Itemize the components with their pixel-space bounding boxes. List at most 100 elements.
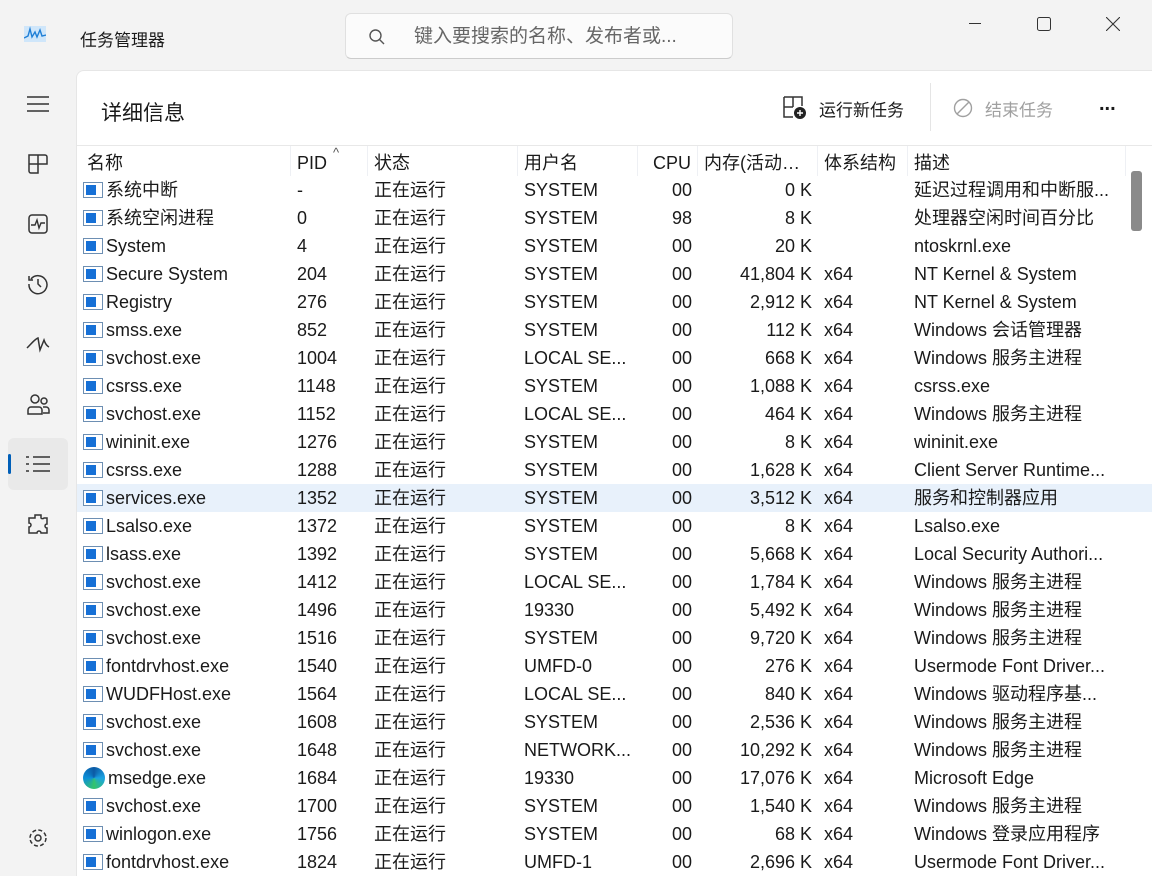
sidebar-item-services[interactable]: [8, 498, 68, 550]
process-icon: [83, 350, 103, 366]
cell-text: System: [106, 236, 167, 256]
table-row[interactable]: lsass.exe 1392 正在运行 SYSTEM 00 5,668 K x64 Local…: [77, 540, 1152, 568]
cell-text: Windows 服务主进程: [914, 796, 1083, 816]
table-row[interactable]: svchost.exe 1648 正在运行 NETWORK... 00 10,292 K x…: [77, 736, 1152, 764]
cell-name: svchost.exe: [81, 736, 291, 764]
column-header-memory[interactable]: 内存(活动的...: [698, 146, 818, 176]
cell-text: x64: [824, 796, 854, 816]
cell-cpu: 00: [638, 316, 698, 344]
table-row[interactable]: 系统中断 - 正在运行 SYSTEM 00 0 K 延迟过程调用和中断服...: [77, 176, 1152, 204]
sidebar-item-startup[interactable]: [8, 318, 68, 370]
cell-text: 服务和控制器应用: [914, 488, 1058, 508]
cell-memory: 5,668 K: [698, 540, 818, 568]
cell-text: csrss.exe: [106, 376, 183, 396]
table-row[interactable]: svchost.exe 1608 正在运行 SYSTEM 00 2,536 K x64 Win…: [77, 708, 1152, 736]
cell-cpu: 00: [638, 792, 698, 820]
table-row[interactable]: winlogon.exe 1756 正在运行 SYSTEM 00 68 K x64 Windo…: [77, 820, 1152, 848]
cell-desc: csrss.exe: [908, 372, 1126, 400]
cell-name: csrss.exe: [81, 456, 291, 484]
sidebar-item-app-history[interactable]: [8, 258, 68, 310]
table-row[interactable]: svchost.exe 1700 正在运行 SYSTEM 00 1,540 K x64 Win…: [77, 792, 1152, 820]
cell-text: x64: [824, 404, 854, 424]
sidebar-item-details[interactable]: [8, 438, 68, 490]
cell-text: 00: [671, 460, 692, 480]
cell-name: wininit.exe: [81, 428, 291, 456]
table-row[interactable]: System 4 正在运行 SYSTEM 00 20 K ntoskrnl.exe: [77, 232, 1152, 260]
table-row[interactable]: svchost.exe 1496 正在运行 19330 00 5,492 K x64 Wind…: [77, 596, 1152, 624]
cell-memory: 112 K: [698, 316, 818, 344]
column-header-status[interactable]: 状态: [368, 146, 518, 176]
table-row[interactable]: csrss.exe 1288 正在运行 SYSTEM 00 1,628 K x64 Clien…: [77, 456, 1152, 484]
cell-text: SYSTEM: [524, 488, 599, 508]
cell-pid: 1516: [291, 624, 368, 652]
hamburger-menu-button[interactable]: [8, 78, 68, 130]
column-header-desc[interactable]: 描述: [908, 146, 1126, 176]
cell-desc: 处理器空闲时间百分比: [908, 204, 1126, 232]
cell-user: LOCAL SE...: [518, 680, 638, 708]
cell-status: 正在运行: [368, 372, 518, 400]
cell-cpu: 00: [638, 624, 698, 652]
cell-text: 1276: [297, 432, 338, 452]
search-input[interactable]: [414, 24, 714, 50]
table-row[interactable]: svchost.exe 1412 正在运行 LOCAL SE... 00 1,784 K x…: [77, 568, 1152, 596]
table-row[interactable]: svchost.exe 1004 正在运行 LOCAL SE... 00 668 K x64…: [77, 344, 1152, 372]
sidebar-item-users[interactable]: [8, 378, 68, 430]
cell-desc: Windows 登录应用程序: [908, 820, 1126, 848]
table-row[interactable]: Registry 276 正在运行 SYSTEM 00 2,912 K x64 NT Kern…: [77, 288, 1152, 316]
cell-text: 正在运行: [374, 656, 446, 676]
cell-cpu: 00: [638, 652, 698, 680]
table-row[interactable]: wininit.exe 1276 正在运行 SYSTEM 00 8 K x64 wininit…: [77, 428, 1152, 456]
more-options-button[interactable]: ...: [1099, 89, 1116, 119]
cell-text: svchost.exe: [106, 796, 202, 816]
cell-user: SYSTEM: [518, 792, 638, 820]
cell-arch: x64: [818, 848, 908, 876]
column-header-cpu[interactable]: CPU: [638, 146, 698, 176]
cell-text: SYSTEM: [524, 208, 599, 228]
end-task-button[interactable]: 结束任务: [953, 93, 1053, 123]
cell-name: msedge.exe: [81, 764, 291, 792]
cell-memory: 10,292 K: [698, 736, 818, 764]
table-row[interactable]: fontdrvhost.exe 1824 正在运行 UMFD-1 00 2,696 K x6…: [77, 848, 1152, 876]
search-box[interactable]: [345, 13, 733, 59]
cell-cpu: 00: [638, 456, 698, 484]
cell-text: x64: [824, 684, 854, 704]
services-icon: [28, 514, 48, 534]
cell-text: svchost.exe: [106, 348, 202, 368]
column-header-name[interactable]: 名称: [81, 146, 291, 176]
table-row[interactable]: Lsalso.exe 1372 正在运行 SYSTEM 00 8 K x64 Lsalso.e…: [77, 512, 1152, 540]
table-row[interactable]: svchost.exe 1516 正在运行 SYSTEM 00 9,720 K x64 Win…: [77, 624, 1152, 652]
cell-text: x64: [824, 768, 854, 788]
cell-memory: 1,784 K: [698, 568, 818, 596]
table-row[interactable]: msedge.exe 1684 正在运行 19330 00 17,076 K x64 Micr…: [77, 764, 1152, 792]
close-button[interactable]: [1090, 10, 1136, 38]
process-icon: [83, 210, 103, 226]
table-row[interactable]: smss.exe 852 正在运行 SYSTEM 00 112 K x64 Windows 会…: [77, 316, 1152, 344]
table-row[interactable]: csrss.exe 1148 正在运行 SYSTEM 00 1,088 K x64 csrss…: [77, 372, 1152, 400]
table-row[interactable]: fontdrvhost.exe 1540 正在运行 UMFD-0 00 276 K x64 U…: [77, 652, 1152, 680]
cell-desc: Client Server Runtime...: [908, 456, 1126, 484]
table-row[interactable]: svchost.exe 1152 正在运行 LOCAL SE... 00 464 K x64…: [77, 400, 1152, 428]
sidebar-item-processes[interactable]: [8, 138, 68, 190]
sidebar-item-performance[interactable]: [8, 198, 68, 250]
column-header-user[interactable]: 用户名: [518, 146, 638, 176]
maximize-button[interactable]: [1021, 10, 1067, 38]
run-new-task-button[interactable]: 运行新任务: [783, 93, 904, 123]
vertical-scrollbar-thumb[interactable]: [1131, 171, 1142, 231]
details-icon: [26, 456, 50, 472]
cell-text: 8 K: [784, 516, 812, 536]
column-header-arch[interactable]: 体系结构: [818, 146, 908, 176]
cell-user: UMFD-1: [518, 848, 638, 876]
column-header-pid[interactable]: PID ^: [291, 146, 368, 176]
table-row[interactable]: 系统空闲进程 0 正在运行 SYSTEM 98 8 K 处理器空闲时间百分比: [77, 204, 1152, 232]
table-row[interactable]: Secure System 204 正在运行 SYSTEM 00 41,804 K x64 N…: [77, 260, 1152, 288]
table-row[interactable]: WUDFHost.exe 1564 正在运行 LOCAL SE... 00 840 K x6…: [77, 680, 1152, 708]
minimize-button[interactable]: [952, 10, 998, 38]
cell-arch: x64: [818, 288, 908, 316]
settings-button[interactable]: [8, 812, 68, 864]
cell-pid: 1648: [291, 736, 368, 764]
table-row[interactable]: services.exe 1352 正在运行 SYSTEM 00 3,512 K x64 服务…: [77, 484, 1152, 512]
cell-text: 276: [297, 292, 328, 312]
cell-text: 正在运行: [374, 432, 446, 452]
cell-text: 00: [671, 852, 692, 872]
cell-pid: 276: [291, 288, 368, 316]
